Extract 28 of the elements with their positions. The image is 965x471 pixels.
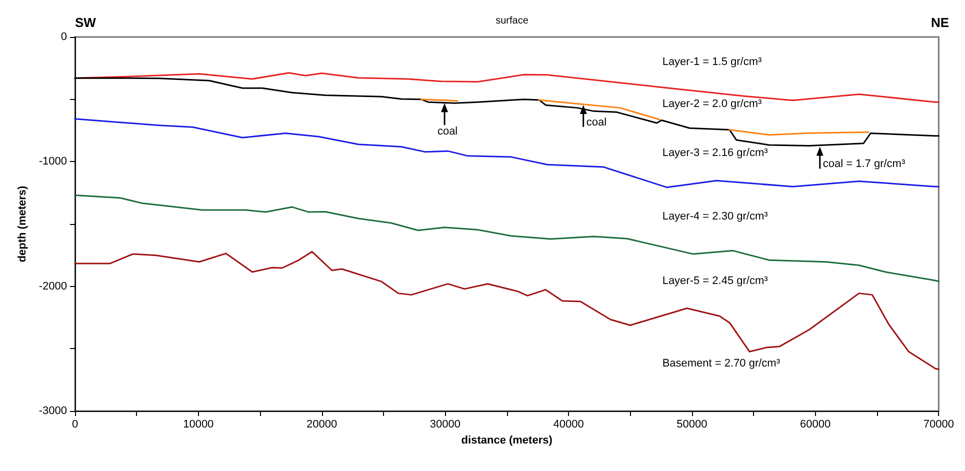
- annotation: Layer-1 = 1.5 gr/cm³: [662, 56, 762, 68]
- annotation: Layer-5 = 2.45 gr/cm³: [662, 275, 768, 288]
- line-series: [74, 250, 940, 370]
- annotation: coal: [437, 126, 458, 138]
- annotation: Layer-4 = 2.30 gr/cm³: [662, 210, 768, 222]
- annotation: coal: [586, 116, 607, 128]
- x-tick-label: 20000: [306, 418, 338, 430]
- y-tick-label: 0: [60, 31, 67, 43]
- y-tick-label: -2000: [38, 280, 67, 292]
- line-series: [74, 118, 940, 188]
- x-tick-label: 0: [72, 418, 78, 430]
- x-tick-label: 10000: [183, 418, 214, 430]
- text: SW: [75, 15, 97, 30]
- text: surface: [496, 16, 529, 26]
- x-tick-label: 60000: [800, 418, 831, 430]
- y-tick-label: -1000: [38, 156, 67, 168]
- y-tick-label: -3000: [38, 405, 67, 417]
- x-tick-label: 70000: [923, 418, 954, 430]
- text: NE: [930, 15, 950, 30]
- x-tick-label: 50000: [676, 418, 708, 430]
- annotation: Layer-3 = 2.16 gr/cm³: [662, 147, 768, 160]
- x-tick-label: 40000: [553, 418, 584, 430]
- annotation: Layer-2 = 2.0 gr/cm³: [662, 98, 762, 110]
- x-tick-label: 30000: [430, 418, 460, 430]
- x-axis-title: distance (meters): [461, 434, 553, 446]
- annotation: Basement = 2.70 gr/cm³: [662, 357, 780, 370]
- annotation: coal = 1.7 gr/cm³: [822, 158, 906, 170]
- y-axis-title: depth (meters): [16, 185, 28, 262]
